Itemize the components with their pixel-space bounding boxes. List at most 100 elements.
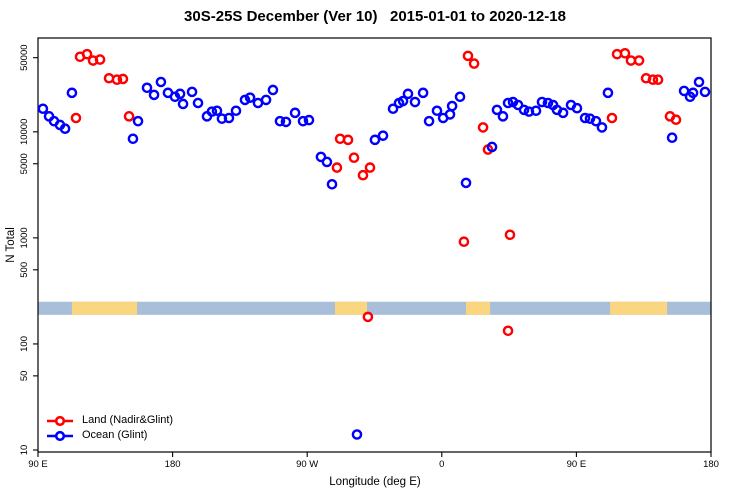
ocean-point [297, 115, 309, 127]
land-point [81, 48, 93, 60]
y-tick-label: 5000 [19, 153, 30, 174]
ocean-point [542, 97, 554, 109]
ocean-point [596, 122, 608, 133]
land-point [94, 54, 106, 65]
ocean-point [289, 107, 301, 119]
ocean-point [536, 96, 548, 108]
y-tick-label: 50 [19, 371, 30, 382]
ocean-point [239, 94, 251, 106]
ocean-point [223, 112, 235, 124]
land-point [652, 74, 664, 86]
ocean-point [37, 103, 49, 115]
ocean-point [326, 179, 338, 190]
ocean-point [315, 151, 327, 163]
ocean-marker-icon [47, 430, 73, 441]
ocean-point [148, 89, 160, 101]
land-point [633, 55, 645, 66]
ocean-point [387, 103, 399, 115]
land-point [458, 236, 470, 248]
ocean-point [321, 156, 333, 168]
ocean-point [260, 94, 272, 106]
ocean-point [402, 88, 414, 100]
ocean-point [280, 116, 292, 128]
x-tick-label: 180 [703, 459, 719, 470]
ocean-point [687, 87, 699, 99]
land-point [342, 134, 354, 146]
ocean-point [571, 102, 583, 114]
ocean-point [206, 106, 218, 117]
ocean-point [431, 105, 443, 117]
y-tick-label: 50000 [19, 44, 30, 70]
y-tick-label: 10000 [19, 119, 30, 145]
ocean-point [454, 91, 466, 103]
legend-item-ocean: Ocean (Glint) [46, 428, 173, 443]
land-point [357, 169, 369, 181]
ocean-point [174, 88, 186, 100]
map-strip-ocean [38, 301, 711, 315]
ocean-point [230, 105, 242, 117]
land-point [502, 325, 514, 337]
ocean-point [244, 92, 256, 103]
y-tick-label: 500 [19, 262, 30, 278]
land-point [70, 112, 82, 124]
ocean-point [579, 112, 591, 124]
ocean-point [444, 109, 456, 120]
ocean-point [423, 115, 435, 127]
ocean-point [409, 96, 421, 108]
x-axis-label: Longitude (deg E) [329, 476, 421, 488]
legend-item-land: Land (Nadir&Glint) [46, 413, 173, 428]
ocean-point [446, 100, 458, 112]
ocean-point [66, 87, 78, 99]
land-point [111, 74, 123, 86]
ocean-point [155, 76, 167, 88]
land-point [670, 114, 682, 126]
ocean-point [666, 132, 678, 144]
ocean-point [518, 104, 530, 116]
land-point [477, 122, 489, 133]
land-point [606, 112, 618, 124]
ocean-point [141, 82, 153, 94]
legend-label-ocean: Ocean (Glint) [82, 429, 148, 441]
land-point [468, 58, 480, 69]
ocean-point [274, 115, 286, 127]
ocean-point [192, 97, 204, 109]
land-point [462, 50, 474, 62]
land-point [348, 152, 360, 164]
ocean-point [530, 105, 542, 117]
ocean-point [602, 87, 614, 99]
map-strip-land-segment [71, 301, 138, 315]
x-tick-label: 90 W [296, 459, 318, 470]
ocean-point [369, 134, 381, 146]
ocean-point [211, 105, 223, 117]
ocean-point [397, 95, 409, 107]
x-tick-label: 90 E [567, 459, 587, 470]
land-marker-icon [47, 415, 73, 426]
ocean-point [460, 177, 472, 189]
x-tick-label: 90 E [28, 459, 48, 470]
land-point [117, 73, 129, 85]
chart-title: 30S-25S December (Ver 10) 2015-01-01 to … [184, 8, 566, 25]
ocean-point [59, 123, 71, 135]
ocean-point [486, 141, 498, 153]
ocean-point [417, 87, 429, 99]
y-tick-label: 10 [19, 445, 30, 456]
ocean-point [590, 115, 602, 127]
land-point [504, 229, 516, 241]
ocean-point [132, 115, 144, 127]
ocean-point [557, 107, 569, 119]
ocean-point [491, 104, 503, 116]
ocean-point [303, 114, 315, 126]
land-point [362, 311, 374, 323]
ocean-point [186, 86, 198, 98]
ocean-point [693, 76, 705, 88]
y-axis-label: N Total [5, 227, 17, 263]
y-tick-label: 1000 [19, 227, 30, 248]
y-tick-label: 100 [19, 336, 30, 352]
ocean-point [497, 111, 509, 122]
map-strip-land-segment [335, 301, 368, 315]
land-point [123, 111, 135, 122]
map-strip-land-segment [466, 301, 491, 315]
land-point [331, 162, 343, 173]
